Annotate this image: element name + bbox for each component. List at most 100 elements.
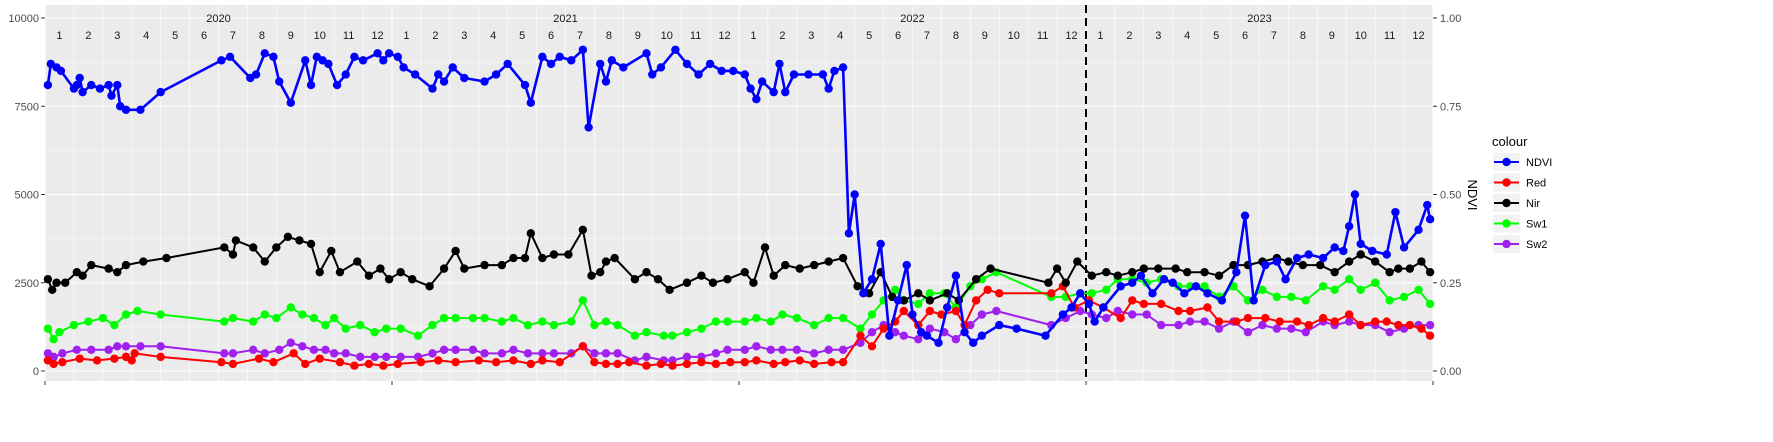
- data-point: [1084, 299, 1094, 309]
- data-point: [217, 357, 226, 367]
- data-point: [1304, 320, 1313, 330]
- data-point: [914, 335, 923, 344]
- y2-axis-ticks: 0.00 0.25 0.50 0.75 1.00: [1433, 13, 1461, 378]
- data-point: [775, 59, 784, 69]
- data-point: [1203, 289, 1212, 298]
- data-point: [254, 354, 264, 363]
- data-point: [98, 313, 108, 323]
- data-point: [1272, 257, 1282, 266]
- y2-tick-label: 0.75: [1440, 101, 1461, 113]
- month-label: 4: [837, 30, 843, 42]
- data-point: [578, 296, 588, 305]
- data-point: [1298, 260, 1308, 270]
- data-series: [43, 45, 1435, 370]
- data-point: [1044, 278, 1053, 287]
- data-point: [601, 257, 611, 266]
- data-point: [382, 324, 391, 333]
- data-point: [1385, 327, 1394, 337]
- data-point: [740, 70, 749, 79]
- month-label: 9: [982, 30, 988, 42]
- data-point: [804, 70, 813, 79]
- data-point: [353, 257, 362, 266]
- month-label: 6: [895, 30, 901, 42]
- data-point: [1281, 275, 1290, 284]
- data-point: [1214, 324, 1224, 333]
- data-point: [876, 239, 885, 249]
- data-point: [960, 327, 969, 337]
- data-point: [523, 349, 533, 358]
- data-point: [610, 253, 619, 263]
- data-point: [711, 349, 721, 358]
- data-point: [1052, 264, 1062, 273]
- data-point: [596, 59, 605, 69]
- data-point: [491, 70, 501, 79]
- data-point: [1128, 267, 1137, 277]
- data-point: [1382, 250, 1391, 259]
- data-point: [914, 289, 923, 298]
- data-point: [1243, 313, 1253, 323]
- legend-item-ndvi: NDVI: [1493, 153, 1552, 171]
- data-point: [1191, 282, 1201, 291]
- data-point: [526, 229, 535, 238]
- data-point: [752, 313, 761, 323]
- data-point: [697, 271, 706, 280]
- data-point: [72, 345, 82, 355]
- data-point: [555, 52, 564, 62]
- data-point: [104, 264, 113, 273]
- month-label: 5: [866, 30, 872, 42]
- data-point: [824, 313, 833, 323]
- data-point: [220, 349, 229, 358]
- data-point: [838, 357, 848, 367]
- data-point: [538, 52, 547, 62]
- data-point: [425, 282, 434, 291]
- year-label: 2020: [206, 13, 230, 25]
- data-point: [838, 345, 848, 355]
- data-point: [1417, 257, 1426, 266]
- data-point: [139, 257, 148, 266]
- data-point: [538, 349, 547, 358]
- data-point: [564, 250, 573, 259]
- data-point: [1287, 324, 1296, 333]
- month-label: 12: [1065, 30, 1077, 42]
- data-point: [642, 327, 651, 337]
- data-point: [1356, 250, 1365, 259]
- data-point: [1249, 296, 1258, 305]
- data-point: [590, 357, 599, 367]
- data-point: [439, 264, 449, 273]
- data-point: [1214, 317, 1224, 326]
- data-point: [1041, 331, 1050, 340]
- data-point: [1272, 292, 1282, 302]
- month-label: 1: [56, 30, 62, 42]
- data-point: [943, 303, 952, 312]
- data-point: [694, 70, 703, 79]
- data-point: [757, 77, 767, 86]
- data-point: [809, 320, 819, 330]
- data-point: [228, 313, 238, 323]
- data-point: [781, 260, 790, 270]
- data-point: [682, 327, 692, 337]
- data-point: [1417, 324, 1426, 333]
- data-point: [113, 80, 122, 90]
- data-point: [977, 310, 987, 319]
- month-label: 4: [143, 30, 149, 42]
- data-point: [121, 342, 131, 351]
- data-point: [1174, 320, 1183, 330]
- data-point: [260, 310, 269, 319]
- data-point: [249, 243, 258, 252]
- data-point: [451, 357, 460, 367]
- data-point: [228, 359, 238, 369]
- data-point: [1385, 267, 1394, 277]
- data-point: [795, 264, 804, 273]
- data-point: [269, 52, 278, 62]
- data-point: [1136, 271, 1146, 280]
- data-point: [324, 59, 333, 69]
- data-point: [228, 349, 238, 358]
- data-point: [1180, 289, 1189, 298]
- data-point: [251, 70, 261, 79]
- data-point: [491, 357, 501, 367]
- data-point: [648, 70, 657, 79]
- data-point: [656, 359, 666, 369]
- data-point: [95, 84, 105, 93]
- month-label: 10: [1355, 30, 1367, 42]
- data-point: [1067, 303, 1076, 312]
